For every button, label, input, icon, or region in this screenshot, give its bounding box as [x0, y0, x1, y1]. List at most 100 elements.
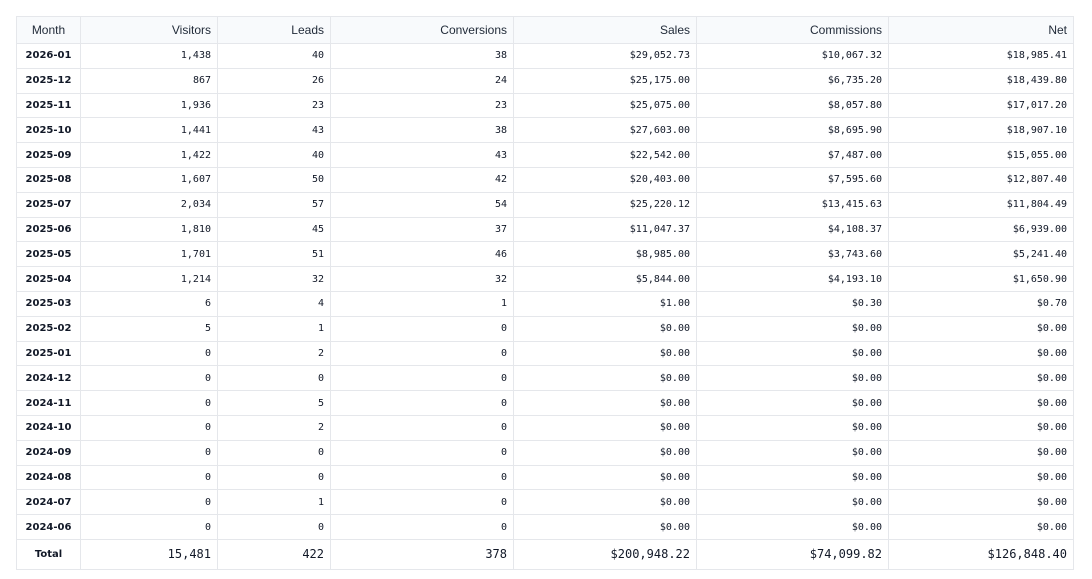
month-cell: 2026-01: [16, 43, 81, 69]
leads-cell: 40: [217, 43, 331, 69]
visitors-cell: 5: [80, 315, 218, 342]
conversions-cell: 0: [330, 365, 514, 392]
column-header-visitors[interactable]: Visitors: [80, 16, 218, 44]
commissions-cell: $0.00: [696, 489, 889, 516]
conversions-cell: 0: [330, 439, 514, 466]
net-cell: $0.00: [888, 439, 1074, 466]
conversions-cell: 24: [330, 67, 514, 94]
month-cell: 2025-03: [16, 290, 81, 317]
conversions-cell: 0: [330, 390, 514, 416]
monthly-stats-table: Month Visitors Leads Conversions Sales C…: [16, 16, 1074, 570]
net-cell: $18,907.10: [888, 117, 1074, 144]
table-row: 2025-07 2,034 57 54 $25,220.12 $13,415.63 $11,…: [16, 191, 1074, 218]
total-net: $126,848.40: [888, 538, 1074, 570]
visitors-cell: 0: [80, 439, 218, 466]
visitors-cell: 1,810: [80, 216, 218, 243]
sales-cell: $0.00: [513, 514, 697, 540]
column-header-net[interactable]: Net: [888, 16, 1074, 44]
month-cell: 2025-06: [16, 216, 81, 243]
sales-cell: $25,175.00: [513, 67, 697, 94]
commissions-cell: $0.00: [696, 439, 889, 466]
conversions-cell: 0: [330, 514, 514, 540]
table-row: 2025-11 1,936 23 23 $25,075.00 $8,057.80 $17,0…: [16, 92, 1074, 119]
commissions-cell: $6,735.20: [696, 67, 889, 94]
commissions-cell: $8,057.80: [696, 92, 889, 119]
conversions-cell: 0: [330, 489, 514, 516]
sales-cell: $8,985.00: [513, 241, 697, 268]
net-cell: $18,439.80: [888, 67, 1074, 94]
net-cell: $0.00: [888, 340, 1074, 367]
conversions-cell: 0: [330, 464, 514, 491]
column-header-conversions[interactable]: Conversions: [330, 16, 514, 44]
visitors-cell: 0: [80, 464, 218, 491]
sales-cell: $25,075.00: [513, 92, 697, 119]
sales-cell: $25,220.12: [513, 191, 697, 218]
total-row: Total 15,481 422 378 $200,948.22 $74,099…: [16, 538, 1074, 570]
sales-cell: $0.00: [513, 365, 697, 392]
visitors-cell: 2,034: [80, 191, 218, 218]
visitors-cell: 0: [80, 489, 218, 516]
month-cell: 2024-12: [16, 365, 81, 392]
month-cell: 2024-10: [16, 414, 81, 441]
conversions-cell: 32: [330, 266, 514, 292]
net-cell: $6,939.00: [888, 216, 1074, 243]
commissions-cell: $10,067.32: [696, 43, 889, 69]
sales-cell: $1.00: [513, 290, 697, 317]
net-cell: $0.00: [888, 464, 1074, 491]
leads-cell: 40: [217, 142, 331, 168]
table-row: 2024-10 0 2 0 $0.00 $0.00 $0.00: [16, 414, 1074, 441]
leads-cell: 23: [217, 92, 331, 119]
column-header-month[interactable]: Month: [16, 16, 81, 44]
conversions-cell: 1: [330, 290, 514, 317]
table-row: 2025-04 1,214 32 32 $5,844.00 $4,193.10 $1,650…: [16, 266, 1074, 292]
total-conversions: 378: [330, 538, 514, 570]
table-row: 2025-12 867 26 24 $25,175.00 $6,735.20 $18,439…: [16, 67, 1074, 94]
table-row: 2024-09 0 0 0 $0.00 $0.00 $0.00: [16, 439, 1074, 466]
commissions-cell: $8,695.90: [696, 117, 889, 144]
leads-cell: 0: [217, 439, 331, 466]
commissions-cell: $0.00: [696, 514, 889, 540]
table-row: 2025-03 6 4 1 $1.00 $0.30 $0.70: [16, 290, 1074, 317]
table-row: 2025-02 5 1 0 $0.00 $0.00 $0.00: [16, 315, 1074, 342]
conversions-cell: 23: [330, 92, 514, 119]
leads-cell: 0: [217, 514, 331, 540]
commissions-cell: $0.00: [696, 390, 889, 416]
sales-cell: $0.00: [513, 414, 697, 441]
leads-cell: 45: [217, 216, 331, 243]
header-row: Month Visitors Leads Conversions Sales C…: [16, 16, 1074, 44]
visitors-cell: 867: [80, 67, 218, 94]
visitors-cell: 0: [80, 340, 218, 367]
commissions-cell: $0.00: [696, 315, 889, 342]
leads-cell: 51: [217, 241, 331, 268]
visitors-cell: 1,936: [80, 92, 218, 119]
leads-cell: 43: [217, 117, 331, 144]
net-cell: $17,017.20: [888, 92, 1074, 119]
column-header-sales[interactable]: Sales: [513, 16, 697, 44]
table-row: 2025-09 1,422 40 43 $22,542.00 $7,487.00 $15,0…: [16, 142, 1074, 168]
net-cell: $1,650.90: [888, 266, 1074, 292]
commissions-cell: $4,108.37: [696, 216, 889, 243]
conversions-cell: 37: [330, 216, 514, 243]
net-cell: $0.70: [888, 290, 1074, 317]
total-sales: $200,948.22: [513, 538, 697, 570]
conversions-cell: 38: [330, 117, 514, 144]
sales-cell: $22,542.00: [513, 142, 697, 168]
leads-cell: 2: [217, 340, 331, 367]
leads-cell: 4: [217, 290, 331, 317]
column-header-commissions[interactable]: Commissions: [696, 16, 889, 44]
month-cell: 2025-12: [16, 67, 81, 94]
sales-cell: $0.00: [513, 489, 697, 516]
commissions-cell: $3,743.60: [696, 241, 889, 268]
month-cell: 2025-02: [16, 315, 81, 342]
net-cell: $0.00: [888, 315, 1074, 342]
net-cell: $15,055.00: [888, 142, 1074, 168]
month-cell: 2025-08: [16, 166, 81, 193]
month-cell: 2024-06: [16, 514, 81, 540]
commissions-cell: $0.00: [696, 365, 889, 392]
column-header-leads[interactable]: Leads: [217, 16, 331, 44]
net-cell: $0.00: [888, 390, 1074, 416]
leads-cell: 0: [217, 464, 331, 491]
table-footer: Total 15,481 422 378 $200,948.22 $74,099…: [16, 538, 1074, 570]
table-row: 2024-06 0 0 0 $0.00 $0.00 $0.00: [16, 514, 1074, 540]
net-cell: $12,807.40: [888, 166, 1074, 193]
